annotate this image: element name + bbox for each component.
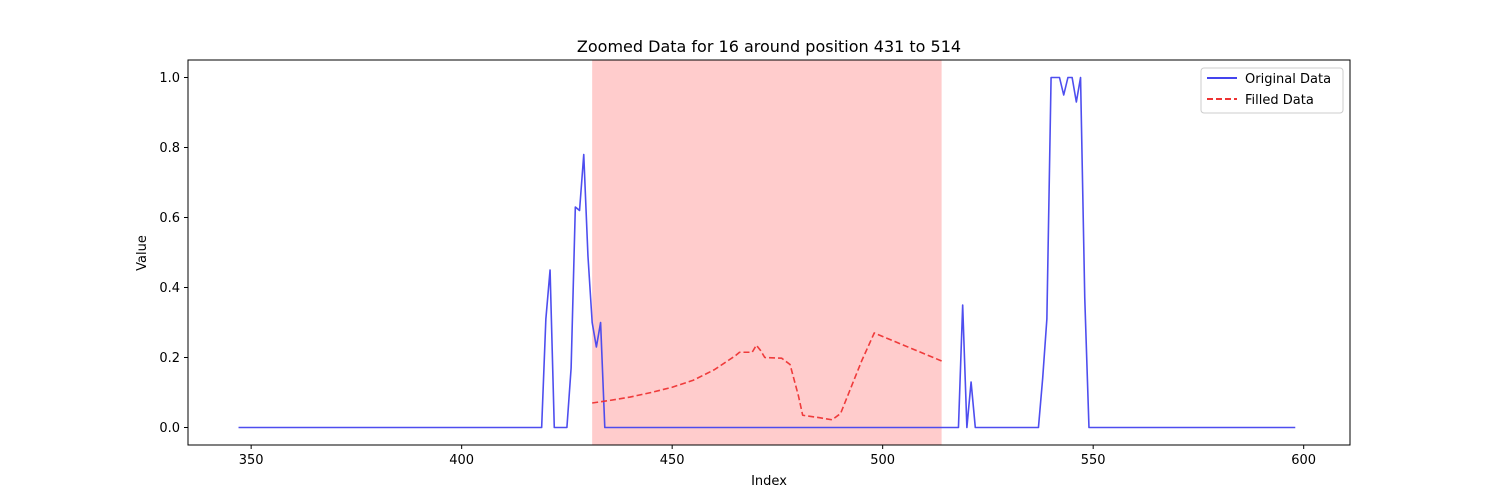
y-axis: 0.0 0.2 0.4 0.6 0.8 1.0 (159, 71, 188, 436)
x-tick-label: 400 (449, 453, 474, 468)
x-tick-label: 550 (1081, 453, 1106, 468)
legend-box (1200, 67, 1344, 114)
highlight-span-layer (592, 60, 942, 445)
series-layer (238, 76, 1296, 429)
x-tick-label: 450 (660, 453, 685, 468)
x-axis: 350 400 450 500 550 600 (239, 445, 1316, 468)
legend-label-filled-data: Filled Data (1245, 93, 1314, 108)
x-tick-label: 500 (870, 453, 895, 468)
y-tick-label: 0.0 (159, 421, 180, 436)
legend: Original Data Filled Data (1200, 67, 1344, 114)
y-tick-label: 0.4 (159, 281, 180, 296)
chart-title: Zoomed Data for 16 around position 431 t… (577, 37, 961, 56)
legend-label-original-data: Original Data (1245, 72, 1331, 87)
y-tick-label: 1.0 (159, 71, 180, 86)
series-line-original-data (238, 76, 1296, 429)
series-line-filled-data (592, 332, 942, 421)
x-tick-label: 600 (1291, 453, 1316, 468)
plot-frame (187, 59, 1351, 446)
y-axis-label: Value (135, 235, 150, 271)
y-tick-label: 0.6 (159, 211, 180, 226)
x-axis-label: Index (751, 474, 787, 489)
y-tick-label: 0.2 (159, 351, 180, 366)
x-tick-label: 350 (239, 453, 264, 468)
highlight-span (592, 60, 942, 445)
y-tick-label: 0.8 (159, 141, 180, 156)
